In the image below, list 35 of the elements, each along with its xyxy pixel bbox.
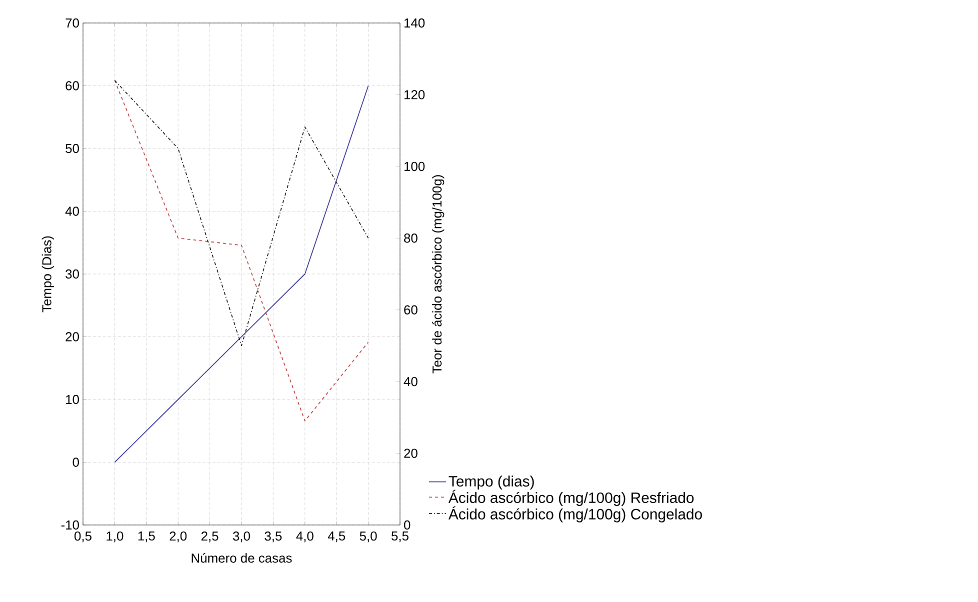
- y-tick-label: 10: [66, 394, 79, 404]
- y-tick-label: 70: [66, 18, 79, 28]
- legend-label: Tempo (dias): [448, 476, 534, 490]
- x-tick-label: 2,0: [170, 532, 187, 542]
- x-tick-label: 5,5: [392, 532, 408, 542]
- y2-tick-label: 80: [404, 234, 418, 243]
- legend-label: Ácido ascórbico (mg/100g) Resfriado: [448, 490, 694, 506]
- x-tick-label: 0,5: [74, 532, 92, 542]
- y-tick-label: 30: [66, 269, 79, 279]
- y-tick-label: 0: [72, 458, 79, 467]
- x-tick-label: 1,0: [106, 532, 124, 542]
- x-tick-label: 3,0: [232, 532, 250, 542]
- legend-label: Ácido ascórbico (mg/100g) Congelado: [448, 506, 702, 522]
- y2-tick-label: 120: [404, 90, 425, 100]
- y-axis-title: Tempo (Dias): [42, 236, 54, 312]
- line-series: [114, 80, 369, 346]
- x-tick-label: 4,5: [328, 532, 346, 542]
- y2-tick-label: 140: [404, 18, 425, 28]
- y2-tick-label: 100: [404, 162, 425, 172]
- x-tick-label: 1,5: [138, 532, 155, 542]
- y-tick-label: 60: [66, 81, 79, 90]
- y2-tick-label: 40: [404, 376, 418, 386]
- y2-axis-title: Teor de ácido ascórbico (mg/100g): [432, 175, 444, 374]
- y-tick-label: 50: [66, 144, 79, 154]
- y2-tick-label: 0: [404, 520, 410, 530]
- x-tick-label: 4,0: [296, 532, 314, 542]
- y2-tick-label: 20: [404, 448, 418, 458]
- y-tick-label: -10: [61, 520, 79, 530]
- y-tick-label: 20: [66, 332, 79, 342]
- x-axis-title: Número de casas: [192, 553, 292, 563]
- x-tick-label: 2,5: [201, 532, 218, 542]
- x-tick-label: 5,0: [360, 532, 377, 542]
- x-tick-label: 3,5: [264, 532, 282, 542]
- y2-tick-label: 60: [404, 305, 418, 314]
- y-tick-label: 40: [65, 206, 79, 216]
